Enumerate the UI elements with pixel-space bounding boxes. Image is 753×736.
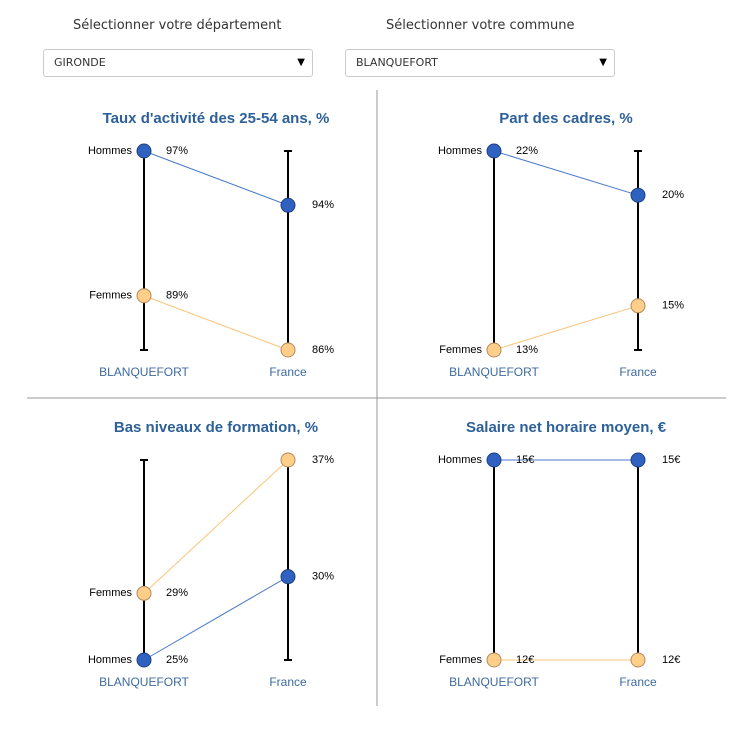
dot — [486, 342, 502, 358]
series-label: Femmes — [89, 290, 132, 302]
dot — [280, 569, 296, 585]
value-label: 29% — [166, 587, 188, 599]
chart-title: Salaire net horaire moyen, € — [466, 419, 667, 436]
category-label: BLANQUEFORT — [449, 365, 539, 379]
category-label: BLANQUEFORT — [99, 365, 189, 379]
series-label: Femmes — [439, 654, 482, 666]
dot — [136, 143, 152, 159]
category-label: France — [619, 365, 657, 379]
series-label: Femmes — [439, 344, 482, 356]
select-arrow: ▼ — [599, 57, 607, 68]
category-label: France — [269, 365, 307, 379]
value-label: 22% — [516, 145, 538, 157]
dot — [630, 652, 646, 668]
filter-label: Sélectionner votre département — [73, 18, 282, 33]
value-label: 86% — [312, 344, 334, 356]
dot — [486, 452, 502, 468]
value-label: 25% — [166, 654, 188, 666]
category-label: France — [619, 675, 657, 689]
chart-title: Bas niveaux de formation, % — [114, 419, 318, 436]
slope-line — [143, 150, 289, 206]
dot — [280, 342, 296, 358]
value-label: 89% — [166, 290, 188, 302]
value-label: 15€ — [516, 454, 534, 466]
category-label: France — [269, 675, 307, 689]
dot — [630, 298, 646, 314]
slope-line — [143, 459, 289, 594]
value-label: 20% — [662, 189, 684, 201]
dot — [486, 143, 502, 159]
filter-label: Sélectionner votre commune — [386, 18, 575, 33]
dot — [136, 585, 152, 601]
dot — [280, 197, 296, 213]
series-label: Femmes — [89, 587, 132, 599]
commune-select[interactable]: BLANQUEFORT ▼ — [345, 49, 615, 77]
dot — [630, 452, 646, 468]
chart-title: Taux d'activité des 25-54 ans, % — [103, 110, 330, 127]
chart-title: Part des cadres, % — [499, 110, 632, 127]
series-label: Hommes — [438, 454, 483, 466]
dot — [136, 652, 152, 668]
series-label: Hommes — [88, 145, 133, 157]
value-label: 94% — [312, 199, 334, 211]
value-label: 15€ — [662, 454, 680, 466]
category-label: BLANQUEFORT — [449, 675, 539, 689]
slope-line — [493, 150, 639, 196]
series-label: Hommes — [88, 654, 133, 666]
dot — [486, 652, 502, 668]
value-label: 12€ — [662, 654, 680, 666]
departement-select[interactable]: GIRONDE ▼ — [43, 49, 313, 77]
value-label: 97% — [166, 145, 188, 157]
dot — [136, 288, 152, 304]
select-arrow: ▼ — [297, 57, 305, 68]
slope-line — [143, 576, 289, 661]
value-label: 30% — [312, 571, 334, 583]
value-label: 15% — [662, 300, 684, 312]
select-value: GIRONDE — [54, 56, 106, 69]
value-label: 13% — [516, 344, 538, 356]
select-value: BLANQUEFORT — [356, 56, 438, 69]
value-label: 12€ — [516, 654, 534, 666]
series-label: Hommes — [438, 145, 483, 157]
slope-line — [143, 295, 289, 351]
category-label: BLANQUEFORT — [99, 675, 189, 689]
dot — [630, 187, 646, 203]
value-label: 37% — [312, 454, 334, 466]
dot — [280, 452, 296, 468]
slope-line — [493, 305, 639, 351]
